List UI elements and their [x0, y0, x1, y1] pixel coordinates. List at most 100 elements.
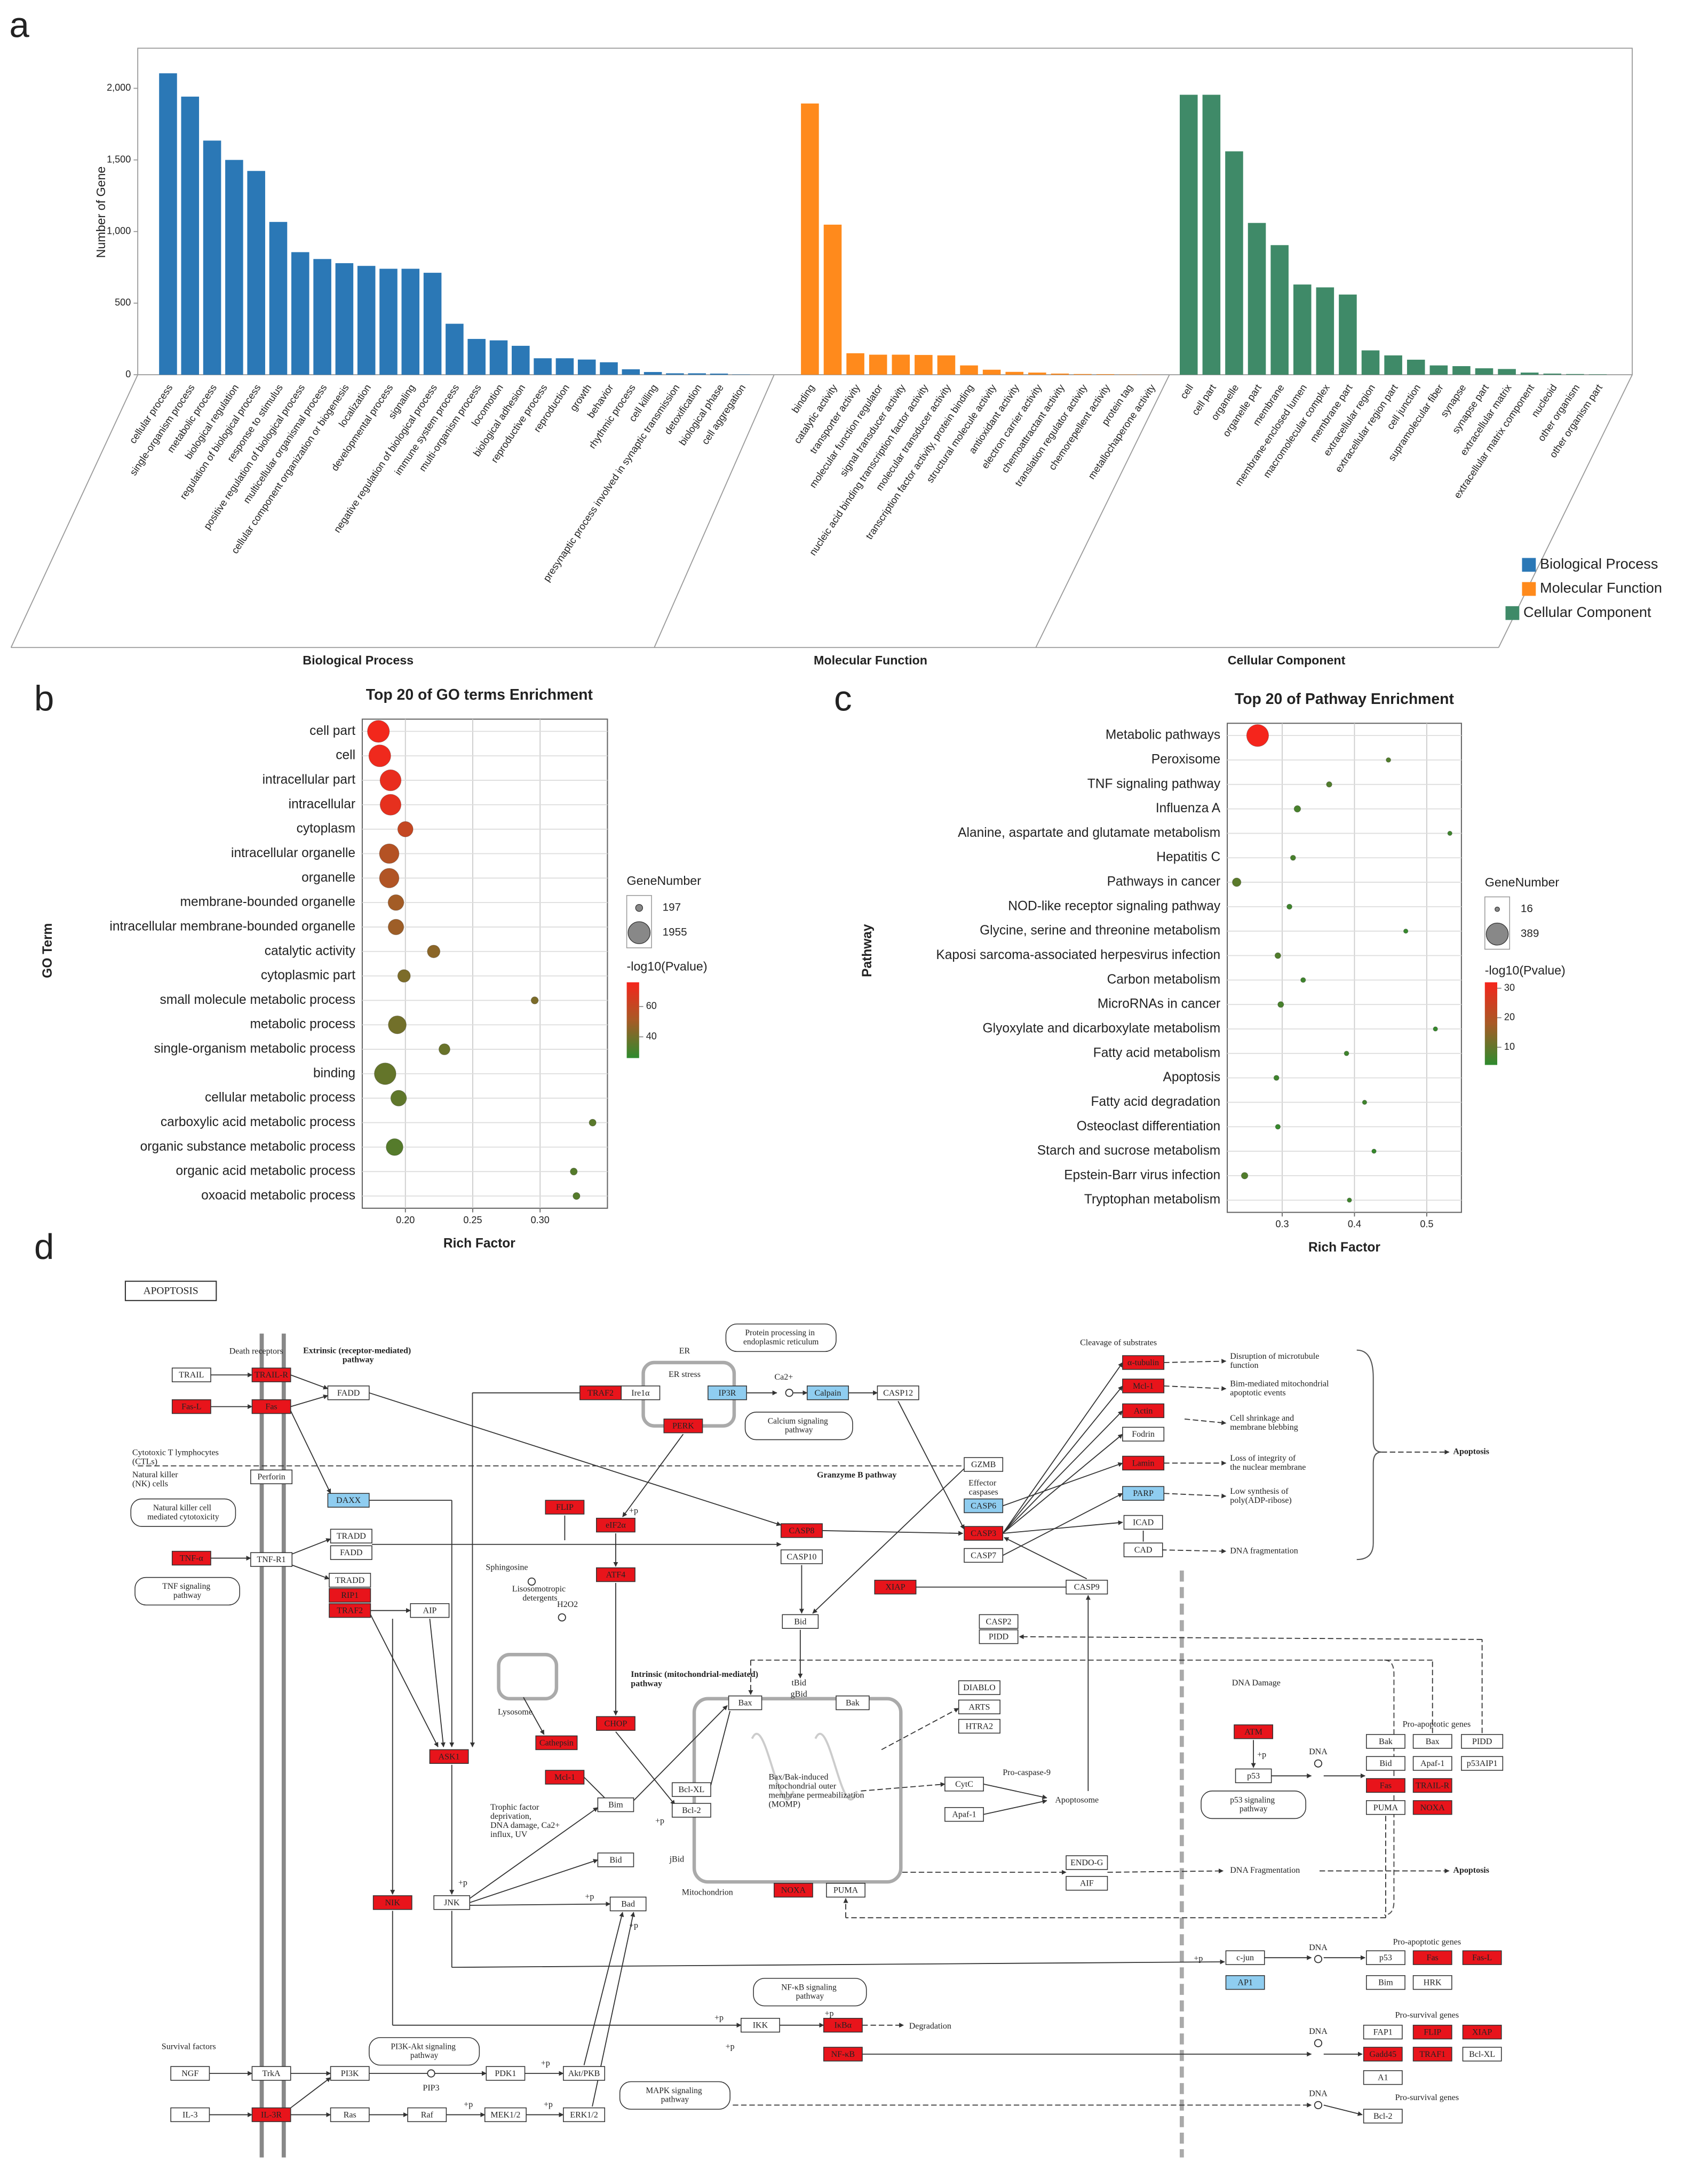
- edge: [710, 1710, 731, 1786]
- annotation: Granzyme B pathway: [817, 1470, 896, 1479]
- bar: [313, 259, 331, 375]
- panel-label: b: [34, 679, 54, 719]
- edge: [290, 2077, 331, 2109]
- gene-box: [251, 1367, 291, 1382]
- annotation: H2O2: [557, 1600, 578, 1609]
- gene-box: [874, 1580, 917, 1595]
- annotation: +p: [541, 2059, 550, 2068]
- annotation: DNA: [1309, 2089, 1328, 2098]
- gene-box: [1225, 1950, 1265, 1965]
- annotation: Natural killer (NK) cells: [132, 1470, 180, 1488]
- edge: [429, 1619, 446, 1747]
- pathway-link-label: Protein processing in endoplasmic reticu…: [743, 1328, 819, 1347]
- edge: [1164, 1493, 1227, 1499]
- y-tick-label: Metabolic pathways: [1106, 728, 1220, 742]
- gene-label: FADD: [337, 1389, 360, 1398]
- gene-label: Bak: [846, 1699, 860, 1708]
- y-tick-label: organic acid metabolic process: [176, 1164, 355, 1178]
- bubble: [1275, 1124, 1281, 1130]
- gene-box: [330, 2066, 370, 2081]
- bar: [379, 268, 398, 375]
- bar: [823, 224, 842, 375]
- bubble: [1241, 1172, 1249, 1179]
- gene-label: IKK: [753, 2021, 768, 2030]
- bar: [489, 340, 508, 375]
- gene-box: [171, 1367, 211, 1382]
- gene-box: [1122, 1455, 1165, 1471]
- annotation: Bax/Bak-induced mitochondrial outer memb…: [768, 1772, 866, 1809]
- bar: [1520, 373, 1539, 375]
- gene-box: [1462, 2024, 1502, 2040]
- edge: [822, 1530, 964, 1536]
- gene-label: TRAF2: [587, 1389, 614, 1398]
- size-legend-mark: [635, 904, 644, 912]
- gene-label: CASP3: [971, 1529, 996, 1538]
- gene-box: [251, 1399, 291, 1414]
- gene-label: Fas: [1380, 1781, 1392, 1790]
- bar: [159, 73, 177, 375]
- gene-box: [1412, 1778, 1452, 1793]
- y-tick-label: binding: [313, 1066, 355, 1080]
- gene-box: [1366, 1756, 1405, 1771]
- gene-label: Apaf-1: [952, 1810, 976, 1819]
- gene-box: [1412, 1975, 1452, 1990]
- gene-label: PERK: [672, 1422, 694, 1431]
- y-axis-label: Number of Gene: [94, 167, 108, 258]
- edge: [291, 1538, 331, 1555]
- gene-box: [250, 1552, 293, 1567]
- bar: [203, 140, 221, 375]
- bar: [1248, 223, 1266, 375]
- bar: [1361, 350, 1380, 375]
- pathway-link-box: [130, 1498, 236, 1527]
- gene-box: [1366, 1734, 1405, 1749]
- annotation: Pro-apoptotic genes: [1393, 1937, 1461, 1946]
- gene-box: [327, 1385, 370, 1400]
- edge: [370, 1614, 439, 1747]
- gene-box: [979, 1614, 1019, 1629]
- y-tick-label: Fatty acid degradation: [1091, 1095, 1221, 1109]
- gene-box: [964, 1526, 1004, 1541]
- bar: [1202, 94, 1221, 375]
- gene-label: TRAIL-R: [255, 1371, 288, 1380]
- chart-title: Top 20 of Pathway Enrichment: [1235, 691, 1455, 708]
- gene-box: [563, 2066, 606, 2081]
- gene-label: Bcl-XL: [678, 1785, 704, 1794]
- gene-box: [1122, 1403, 1165, 1419]
- bar: [1566, 374, 1584, 375]
- pathway-link-box: [619, 2081, 730, 2110]
- y-tick-label: Starch and sucrose metabolism: [1037, 1144, 1220, 1158]
- annotation: +p: [629, 1506, 638, 1515]
- gene-box: [958, 1680, 1000, 1695]
- y-tick-label: Peroxisome: [1151, 752, 1220, 766]
- bubble: [573, 1192, 581, 1200]
- gene-box: [545, 1500, 585, 1515]
- gene-box: [1412, 1950, 1452, 1965]
- size-legend-label: 197: [663, 901, 681, 914]
- gene-box: [806, 1385, 849, 1400]
- gene-label: Fas-L: [1472, 1953, 1492, 1962]
- compound: [1314, 2101, 1323, 2110]
- color-legend-title: -log10(Pvalue): [627, 959, 708, 973]
- gene-label: p53AIP1: [1467, 1759, 1498, 1768]
- y-tick-label: organic substance metabolic process: [140, 1139, 355, 1154]
- annotation: DNA fragmentation: [1230, 1546, 1298, 1555]
- size-legend-mark: [627, 921, 651, 944]
- pathway-link-box: [753, 1978, 867, 2007]
- bar: [1407, 359, 1425, 375]
- gene-box: [1123, 1515, 1163, 1530]
- panel-label: c: [834, 679, 852, 719]
- gene-label: IκBα: [835, 2021, 852, 2030]
- gene-label: Bim: [608, 1801, 623, 1810]
- y-tick-label: cytoplasmic part: [261, 968, 355, 983]
- size-legend-label: 389: [1521, 928, 1539, 940]
- annotation: DNA: [1309, 2027, 1328, 2036]
- gene-box: [596, 1716, 635, 1731]
- bar: [291, 252, 309, 375]
- gene-label: ERK1/2: [570, 2110, 598, 2119]
- edge: [983, 1784, 1047, 1800]
- y-tick-label: MicroRNAs in cancer: [1098, 997, 1220, 1011]
- gene-box: [1363, 2109, 1403, 2124]
- y-tick-label: Carbon metabolism: [1107, 972, 1221, 987]
- edge: [1002, 1462, 1123, 1507]
- gene-label: CASP7: [971, 1551, 996, 1560]
